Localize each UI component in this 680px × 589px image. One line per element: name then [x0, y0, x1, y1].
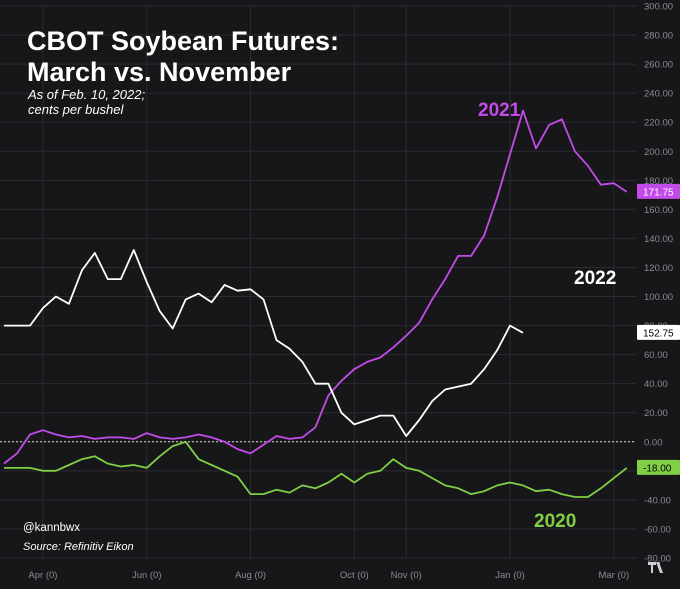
- series-label-2022: 2022: [574, 268, 616, 289]
- series-line-2022: [4, 249, 524, 437]
- chart-subtitle-line-2: cents per bushel: [28, 102, 125, 117]
- series-line-2020: [4, 440, 628, 498]
- y-tick-label: 180.00: [644, 176, 673, 187]
- y-tick-label: 100.00: [644, 292, 673, 303]
- y-tick-label: 280.00: [644, 31, 673, 42]
- y-tick-label: 140.00: [644, 234, 673, 245]
- tradingview-icon[interactable]: [648, 562, 663, 573]
- y-tick-label: 220.00: [644, 118, 673, 129]
- credit-handle: @kannbwx: [23, 522, 80, 534]
- last-value-text: 171.75: [643, 187, 674, 198]
- y-tick-label: 200.00: [644, 147, 673, 158]
- last-value-text: -18.00: [643, 463, 672, 474]
- x-tick-label: Aug (0): [235, 570, 266, 581]
- y-tick-label: 60.00: [644, 350, 668, 361]
- last-value-text: 152.75: [643, 328, 674, 339]
- y-tick-label: 0.00: [644, 437, 663, 448]
- y-tick-label: 240.00: [644, 89, 673, 100]
- last-value-badge-2022: 152.75: [637, 324, 680, 340]
- y-tick-label: 120.00: [644, 263, 673, 274]
- x-tick-label: Apr (0): [28, 570, 57, 581]
- chart-subtitle-line-1: As of Feb. 10, 2022;: [27, 87, 145, 102]
- x-tick-label: Nov (0): [391, 570, 422, 581]
- last-value-badge-2020: -18.00: [637, 459, 680, 475]
- y-tick-label: 300.00: [644, 2, 673, 13]
- title-block: CBOT Soybean Futures: March vs. November…: [27, 26, 339, 117]
- x-tick-label: Jan (0): [495, 570, 525, 581]
- chart-title-line-1: CBOT Soybean Futures:: [27, 26, 339, 56]
- series-label-2021: 2021: [478, 100, 521, 121]
- y-tick-label: 40.00: [644, 379, 668, 390]
- y-tick-label: 160.00: [644, 205, 673, 216]
- x-tick-label: Oct (0): [340, 570, 369, 581]
- y-tick-label: 20.00: [644, 408, 668, 419]
- source-note: Source: Refinitiv Eikon: [23, 541, 134, 553]
- series-label-2020: 2020: [534, 511, 576, 532]
- y-tick-label: -80.00: [644, 554, 671, 565]
- series-line-2021: [3, 109, 628, 465]
- x-tick-label: Jun (0): [132, 570, 162, 581]
- chart-title-line-2: March vs. November: [27, 57, 292, 87]
- y-tick-label: -40.00: [644, 495, 671, 506]
- y-tick-label: 260.00: [644, 60, 673, 71]
- last-value-badge-2021: 171.75: [637, 183, 680, 199]
- y-tick-label: -60.00: [644, 524, 671, 535]
- x-tick-label: Mar (0): [599, 570, 630, 581]
